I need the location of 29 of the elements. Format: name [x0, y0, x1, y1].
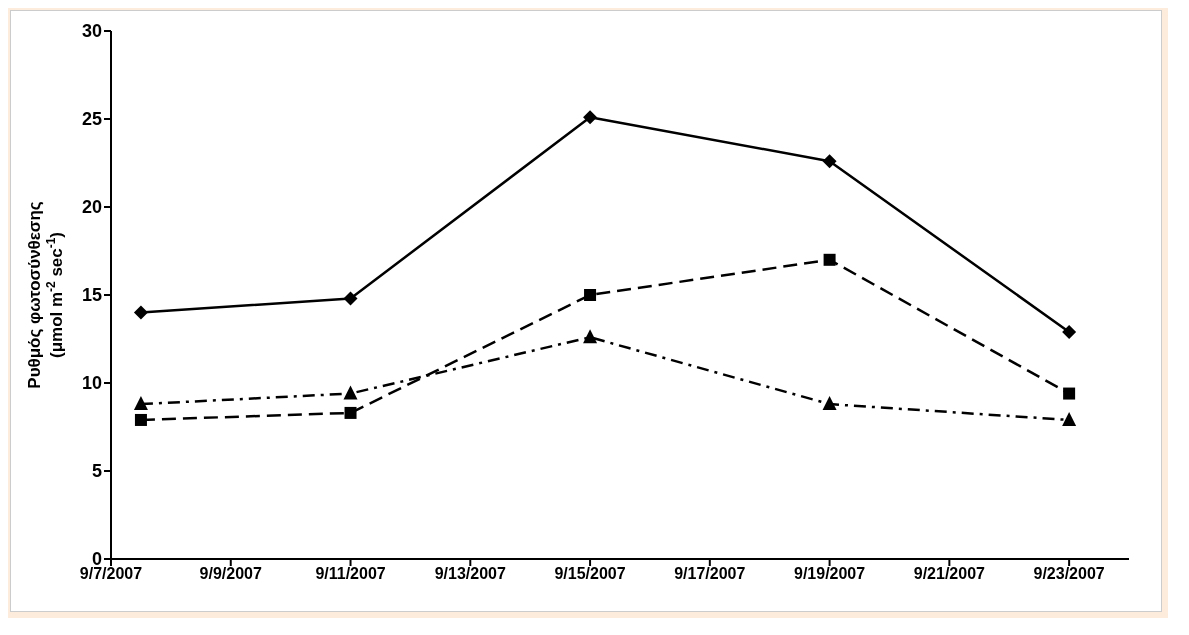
point [133, 305, 148, 320]
point [133, 396, 148, 411]
y-tick-label: 15 [81, 285, 102, 306]
x-tick-label: 9/23/2007 [1033, 565, 1105, 583]
point [344, 406, 357, 419]
x-tick-label: 9/13/2007 [434, 565, 506, 583]
y-tick-label: 30 [81, 21, 102, 42]
y-tick-label: 5 [91, 461, 102, 482]
point [1063, 387, 1076, 400]
point [822, 396, 837, 411]
x-tick-label: 9/17/2007 [674, 565, 746, 583]
x-tick-label: 9/11/2007 [315, 565, 386, 583]
x-tick-label: 9/15/2007 [554, 565, 626, 583]
point [134, 413, 147, 426]
point [343, 291, 358, 306]
point [823, 253, 836, 266]
y-tick-label: 20 [81, 197, 102, 218]
point [584, 289, 597, 301]
x-tick-label: 9/9/2007 [199, 565, 263, 583]
x-tick-label: 9/19/2007 [793, 565, 866, 583]
point [1062, 411, 1077, 426]
point [583, 329, 598, 344]
point [1062, 324, 1077, 339]
point [343, 385, 358, 400]
y-tick-label: 10 [81, 373, 102, 394]
y-tick-label: 25 [81, 109, 102, 130]
x-tick-label: 9/21/2007 [913, 565, 986, 583]
point [822, 154, 837, 169]
point [583, 110, 598, 125]
